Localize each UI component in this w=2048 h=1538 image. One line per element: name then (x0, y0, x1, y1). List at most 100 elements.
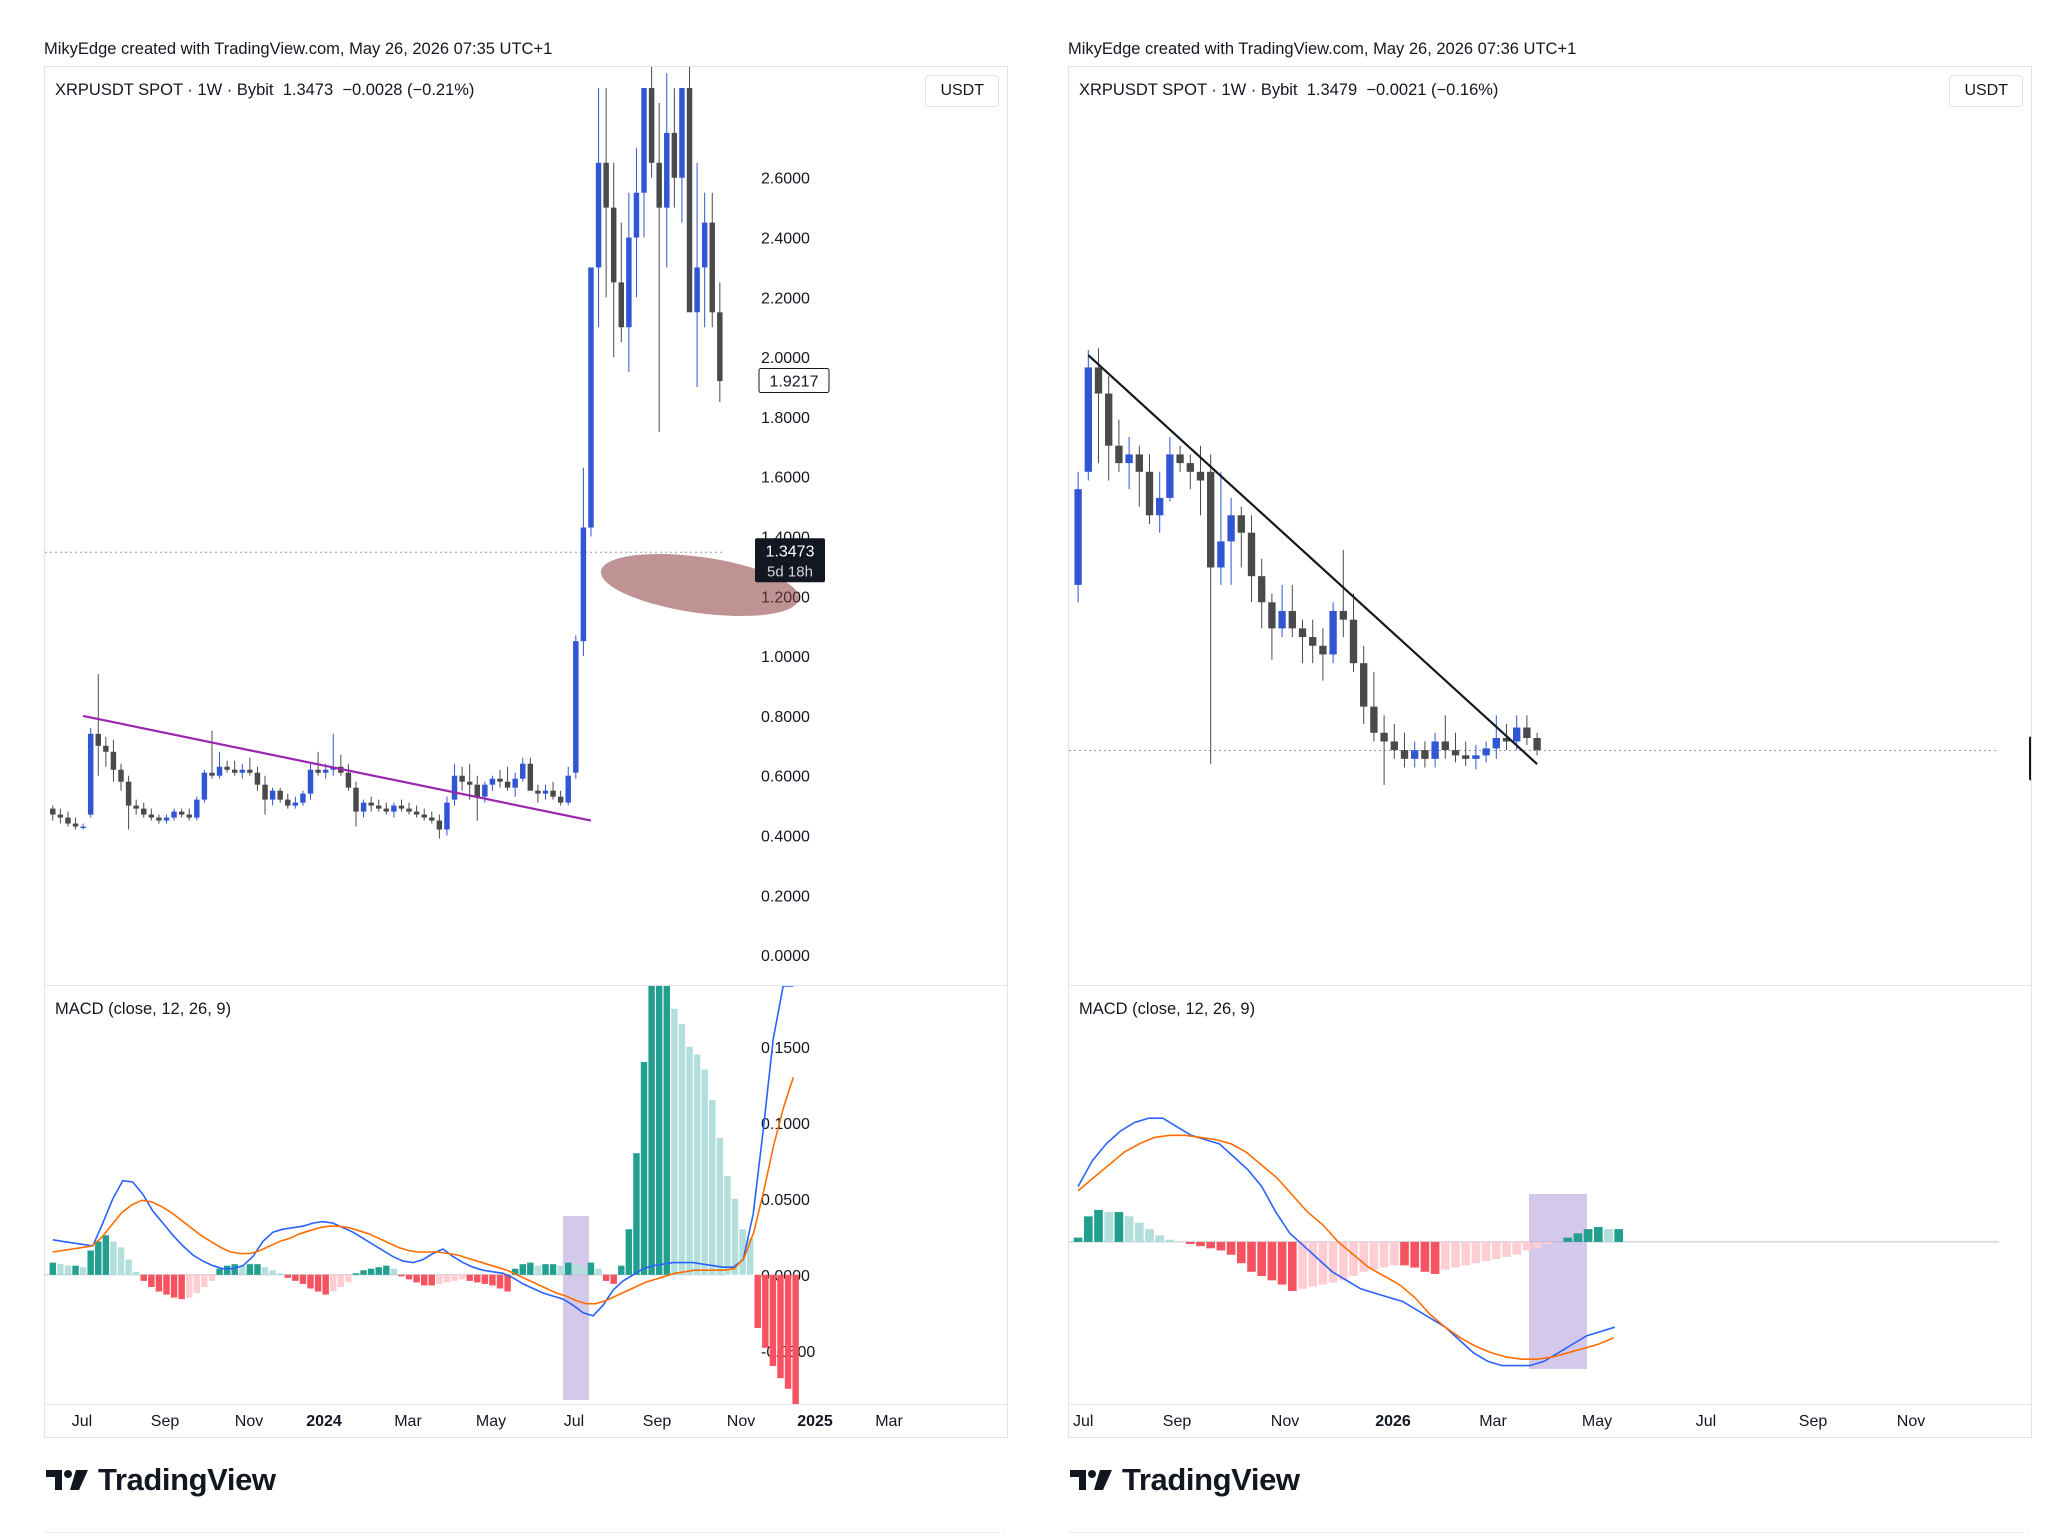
candle-body (368, 802, 374, 806)
macd-histogram-bar (580, 1267, 587, 1275)
candle-body (125, 781, 132, 806)
candle-body (1329, 610, 1337, 655)
candle-body (686, 88, 693, 313)
candle-body (1431, 741, 1439, 759)
macd-histogram-bar (1410, 1241, 1420, 1268)
divider (1068, 1532, 2030, 1533)
macd-histogram-bar (769, 1274, 777, 1366)
macd-histogram-bar (731, 1198, 739, 1275)
macd-histogram-bar (1532, 1241, 1542, 1249)
price-change: −0.0021 (−0.16%) (1366, 81, 1499, 99)
candle-body (1227, 515, 1235, 542)
candle-body (300, 793, 306, 803)
macd-histogram-bar (246, 1264, 254, 1275)
macd-histogram-bar (1083, 1216, 1093, 1242)
candle-body (482, 784, 488, 797)
candle-body (1105, 393, 1113, 446)
tradingview-wordmark: TradingView (98, 1462, 276, 1497)
candle-body (1135, 454, 1143, 472)
macd-histogram-bar (618, 1265, 625, 1275)
macd-histogram-bar (1165, 1239, 1175, 1242)
candle-body (1166, 454, 1174, 498)
macd-histogram-bar (140, 1274, 147, 1281)
macd-histogram-bar (724, 1176, 731, 1275)
y-tick-label: 0.6000 (761, 769, 810, 786)
macd-histogram-bar (701, 1069, 708, 1275)
macd-histogram-bar (72, 1265, 79, 1275)
macd-histogram-bar (481, 1274, 489, 1284)
y-tick-label: 2.6000 (761, 171, 810, 188)
candle-body (1502, 737, 1511, 742)
candle-body (141, 808, 147, 815)
macd-histogram-bar (132, 1271, 140, 1275)
trendline (1087, 354, 1538, 765)
tradingview-logo[interactable]: TradingView (46, 1462, 276, 1498)
candle-body (1533, 737, 1541, 751)
candle-body (1156, 497, 1164, 516)
macd-histogram-bar (1491, 1241, 1501, 1259)
currency-button[interactable]: USDT (925, 75, 999, 107)
candle-body (1094, 367, 1103, 394)
x-tick-label: Nov (235, 1413, 263, 1430)
candle-body (565, 775, 571, 803)
candle-body (1268, 602, 1276, 629)
macd-histogram-bar (754, 1274, 761, 1328)
x-tick-label: 2026 (1375, 1413, 1411, 1430)
macd-histogram-bar (610, 1274, 617, 1284)
signal-line (1077, 1134, 1614, 1361)
macd-histogram-bar (1298, 1241, 1307, 1289)
macd-histogram-bar (117, 1247, 125, 1275)
macd-histogram-bar (436, 1274, 443, 1284)
symbol-name: XRPUSDT SPOT · 1W · Bybit (1079, 81, 1298, 99)
currency-button[interactable]: USDT (1949, 75, 2023, 107)
candle-body (610, 207, 617, 283)
candle-body (1513, 727, 1521, 742)
price-chart[interactable]: 5.00004.50004.00003.50003.00002.50002.00… (1069, 67, 2031, 985)
macd-histogram-bar (1247, 1241, 1256, 1272)
macd-histogram-bar (322, 1274, 329, 1295)
candle-body (573, 641, 579, 773)
candle-body (504, 781, 511, 788)
macd-histogram-bar (1359, 1241, 1369, 1272)
macd-histogram-bar (1308, 1241, 1318, 1287)
macd-histogram-bar (1216, 1241, 1226, 1251)
price-chart[interactable]: 2.60002.40002.20002.00001.80001.60001.40… (45, 67, 1007, 985)
macd-histogram-bar (428, 1274, 436, 1286)
y-tick-label: 1.8000 (761, 410, 810, 427)
candle-body (1482, 748, 1490, 756)
time-axis[interactable]: Jul Sep Nov 2024 Mar May Jul Sep Nov 2025 Mar (44, 1403, 1008, 1438)
macd-histogram-bar (693, 1054, 701, 1275)
x-tick-label: Nov (1271, 1413, 1299, 1430)
symbol-legend: XRPUSDT SPOT · 1W · Bybit 1.3479 −0.0021… (1079, 81, 1498, 100)
current-price-label: 1.3473 (766, 543, 815, 560)
macd-histogram-bar (1349, 1241, 1358, 1277)
x-tick-label: Sep (643, 1413, 672, 1430)
price-pane[interactable]: 5.00004.50004.00003.50003.00002.50002.00… (1068, 66, 2032, 986)
candle-body (542, 790, 549, 794)
candle-body (65, 817, 71, 824)
tradingview-logo[interactable]: TradingView (1070, 1462, 1300, 1498)
time-axis[interactable]: Jul Sep Nov 2026 Mar May Jul Sep Nov (1068, 1403, 2032, 1438)
x-tick-label: Mar (394, 1413, 422, 1430)
macd-histogram-bar (360, 1270, 367, 1275)
chart-credit: MikyEdge created with TradingView.com, M… (1068, 40, 1577, 58)
last-price: 1.3473 (282, 81, 334, 99)
candle-body (588, 267, 594, 528)
macd-histogram-bar (1542, 1241, 1552, 1245)
candle-body (1278, 610, 1286, 629)
macd-histogram-bar (390, 1268, 398, 1275)
macd-histogram-bar (640, 1062, 648, 1275)
highlight-zone (1529, 1194, 1587, 1369)
candle-body (194, 799, 200, 818)
candle-body (679, 88, 685, 178)
candle-body (1451, 750, 1460, 756)
price-pane[interactable]: 2.6000 2.4000 2.2000 2.0000 1.8000 1.6000 1.40… (44, 66, 1008, 986)
macd-histogram-bar (1512, 1241, 1522, 1255)
macd-y-tick-label: 0.1500 (761, 1040, 810, 1057)
macd-histogram-bar (1328, 1241, 1338, 1283)
candle-body (413, 811, 420, 815)
